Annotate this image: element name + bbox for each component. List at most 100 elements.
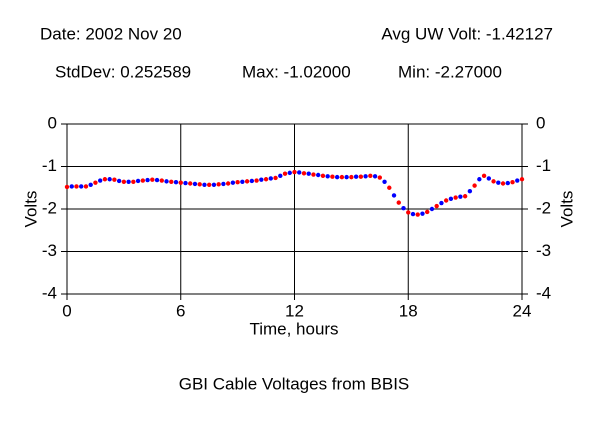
data-point (206, 182, 212, 187)
data-point (154, 177, 160, 183)
data-point (353, 174, 359, 179)
data-point (297, 170, 302, 175)
data-point (131, 179, 136, 184)
y2-tick-label: -4 (536, 283, 551, 302)
chart-title: GBI Cable Voltages from BBIS (179, 374, 410, 393)
y-tick-label: -4 (42, 283, 57, 302)
data-point (263, 177, 269, 182)
data-point (481, 173, 487, 179)
data-point (197, 182, 202, 187)
data-point (491, 179, 496, 184)
data-point (121, 179, 127, 184)
data-point (429, 206, 435, 212)
y-tick-label: -1 (42, 156, 57, 175)
data-point (116, 178, 122, 184)
annotation: Avg UW Volt: -1.42127 (381, 24, 553, 43)
data-point (301, 171, 307, 176)
data-point (306, 171, 311, 176)
data-point (188, 181, 193, 186)
data-point (401, 205, 406, 211)
data-point (126, 179, 131, 184)
data-point (425, 209, 430, 215)
data-point (192, 181, 198, 187)
data-point (462, 194, 468, 199)
data-point (434, 203, 439, 209)
data-point (339, 174, 345, 180)
data-point (79, 184, 84, 189)
data-point (486, 176, 492, 181)
y2-tick-label: 0 (536, 113, 545, 132)
data-point (396, 200, 401, 205)
data-point (315, 172, 321, 178)
x-tick-label: 12 (285, 301, 304, 320)
data-point (453, 195, 458, 200)
data-point (159, 178, 164, 183)
data-point (164, 179, 169, 184)
data-point (519, 177, 525, 182)
data-point (202, 182, 207, 187)
data-point (107, 177, 112, 182)
data-point (505, 180, 510, 186)
data-point (211, 182, 217, 187)
data-point (135, 178, 141, 184)
data-point (97, 178, 103, 183)
data-point (415, 212, 420, 217)
data-point (183, 180, 188, 186)
data-point (500, 181, 506, 186)
data-point (325, 174, 330, 179)
data-point (64, 184, 70, 190)
data-point (240, 179, 245, 184)
data-point (287, 170, 292, 176)
annotation: StdDev: 0.252589 (55, 62, 191, 81)
y-axis-label: Volts (21, 191, 40, 228)
data-point (278, 173, 283, 179)
data-point (273, 175, 278, 181)
data-point (467, 188, 473, 194)
data-point (410, 211, 416, 217)
data-point (344, 174, 349, 180)
data-point (216, 182, 221, 187)
data-point (448, 196, 454, 201)
data-point (268, 176, 274, 181)
y2-axis-label: Volts (557, 191, 576, 228)
data-point (230, 180, 236, 185)
annotation: Min: -2.27000 (398, 62, 502, 81)
data-point (391, 193, 397, 198)
y-tick-label: -2 (42, 198, 57, 217)
data-point (93, 180, 98, 185)
data-point (330, 174, 335, 179)
data-point (169, 179, 174, 184)
data-point (377, 175, 383, 180)
x-tick-label: 24 (513, 301, 532, 320)
data-point (74, 184, 79, 189)
data-point (515, 178, 520, 183)
data-point (472, 183, 477, 188)
x-axis-label: Time, hours (249, 319, 338, 338)
y2-tick-label: -1 (536, 156, 551, 175)
data-point (368, 173, 373, 179)
y2-tick-label: -3 (536, 241, 551, 260)
data-point (235, 180, 240, 185)
data-point (406, 210, 411, 215)
data-point (150, 177, 155, 182)
data-point (311, 172, 316, 177)
data-point (349, 174, 354, 180)
data-point (140, 178, 146, 183)
data-point (477, 177, 482, 182)
data-point (254, 178, 259, 183)
y-tick-label: 0 (48, 113, 57, 132)
data-point (249, 178, 255, 184)
data-point (112, 177, 117, 182)
data-point (443, 198, 449, 203)
data-point (173, 180, 179, 185)
data-point (102, 177, 108, 182)
x-tick-label: 18 (399, 301, 418, 320)
data-point (387, 185, 392, 190)
data-point (88, 182, 93, 187)
data-point (420, 211, 425, 216)
data-point (145, 177, 150, 183)
x-tick-label: 6 (176, 301, 185, 320)
data-point (510, 180, 515, 185)
y2-tick-label: -2 (536, 198, 551, 217)
